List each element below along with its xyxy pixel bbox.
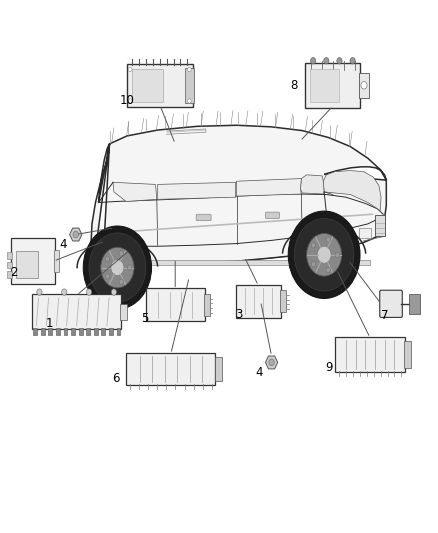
Circle shape (83, 226, 152, 309)
Circle shape (119, 251, 124, 256)
Text: 4: 4 (255, 366, 263, 378)
Circle shape (311, 262, 316, 267)
Circle shape (62, 289, 67, 295)
Bar (184, 68, 194, 102)
Circle shape (311, 243, 316, 248)
Circle shape (350, 58, 355, 64)
Circle shape (127, 265, 132, 270)
Bar (359, 73, 369, 98)
Text: 6: 6 (112, 372, 120, 385)
Circle shape (288, 211, 360, 298)
Circle shape (129, 99, 132, 103)
Bar (215, 357, 222, 381)
FancyBboxPatch shape (146, 288, 205, 321)
Circle shape (119, 279, 124, 285)
Bar (94, 328, 98, 335)
Polygon shape (300, 175, 324, 194)
Bar (64, 328, 67, 335)
Text: 1: 1 (46, 317, 53, 330)
Circle shape (307, 233, 342, 276)
FancyBboxPatch shape (409, 294, 420, 314)
Circle shape (105, 256, 110, 262)
Circle shape (337, 58, 342, 64)
Text: 4: 4 (59, 238, 67, 251)
Circle shape (294, 219, 354, 291)
Circle shape (326, 268, 330, 273)
Circle shape (187, 68, 191, 72)
Bar (280, 290, 286, 312)
Circle shape (317, 246, 331, 263)
Circle shape (101, 247, 134, 288)
Circle shape (269, 359, 274, 366)
Text: 7: 7 (381, 309, 389, 322)
Bar (86, 328, 90, 335)
Bar (33, 328, 37, 335)
Bar (310, 69, 339, 102)
FancyBboxPatch shape (32, 294, 121, 329)
Text: 9: 9 (325, 361, 332, 374)
Polygon shape (70, 228, 82, 241)
Polygon shape (158, 182, 236, 199)
Bar (204, 294, 210, 316)
Polygon shape (113, 182, 157, 201)
Polygon shape (91, 125, 386, 264)
FancyBboxPatch shape (11, 238, 54, 284)
Circle shape (129, 68, 132, 72)
FancyBboxPatch shape (265, 212, 279, 219)
Bar (120, 304, 127, 320)
FancyBboxPatch shape (196, 214, 211, 221)
Bar (99, 260, 370, 265)
Circle shape (111, 289, 117, 295)
Circle shape (86, 289, 92, 295)
Circle shape (335, 252, 339, 257)
Bar (404, 341, 411, 368)
Bar (375, 215, 385, 236)
Circle shape (361, 82, 367, 89)
Bar (56, 328, 60, 335)
Circle shape (111, 260, 124, 276)
Circle shape (187, 99, 191, 103)
Bar (109, 328, 113, 335)
Circle shape (73, 231, 78, 238)
FancyBboxPatch shape (380, 290, 402, 318)
Circle shape (324, 58, 329, 64)
Bar (49, 328, 53, 335)
Bar (101, 328, 105, 335)
FancyBboxPatch shape (127, 64, 193, 107)
FancyBboxPatch shape (236, 285, 281, 318)
Bar (16, 252, 39, 278)
Polygon shape (265, 356, 278, 369)
FancyBboxPatch shape (336, 337, 405, 372)
Text: 5: 5 (141, 312, 148, 325)
FancyBboxPatch shape (126, 353, 215, 385)
Bar (131, 69, 163, 101)
Bar (71, 328, 75, 335)
Text: 3: 3 (235, 308, 242, 321)
Bar (359, 228, 371, 238)
Circle shape (89, 233, 146, 302)
Bar (7, 262, 12, 268)
Bar (79, 328, 83, 335)
Text: 2: 2 (10, 266, 18, 279)
Polygon shape (237, 179, 301, 196)
Circle shape (37, 289, 42, 295)
FancyBboxPatch shape (305, 63, 360, 108)
Bar (7, 252, 12, 259)
Circle shape (311, 58, 316, 64)
Text: 10: 10 (120, 94, 134, 107)
Bar (7, 271, 12, 278)
Bar (41, 328, 45, 335)
Text: 8: 8 (290, 79, 297, 92)
Circle shape (105, 273, 110, 279)
Circle shape (326, 237, 330, 242)
Bar (117, 328, 120, 335)
Polygon shape (323, 171, 381, 211)
Bar (53, 250, 59, 272)
